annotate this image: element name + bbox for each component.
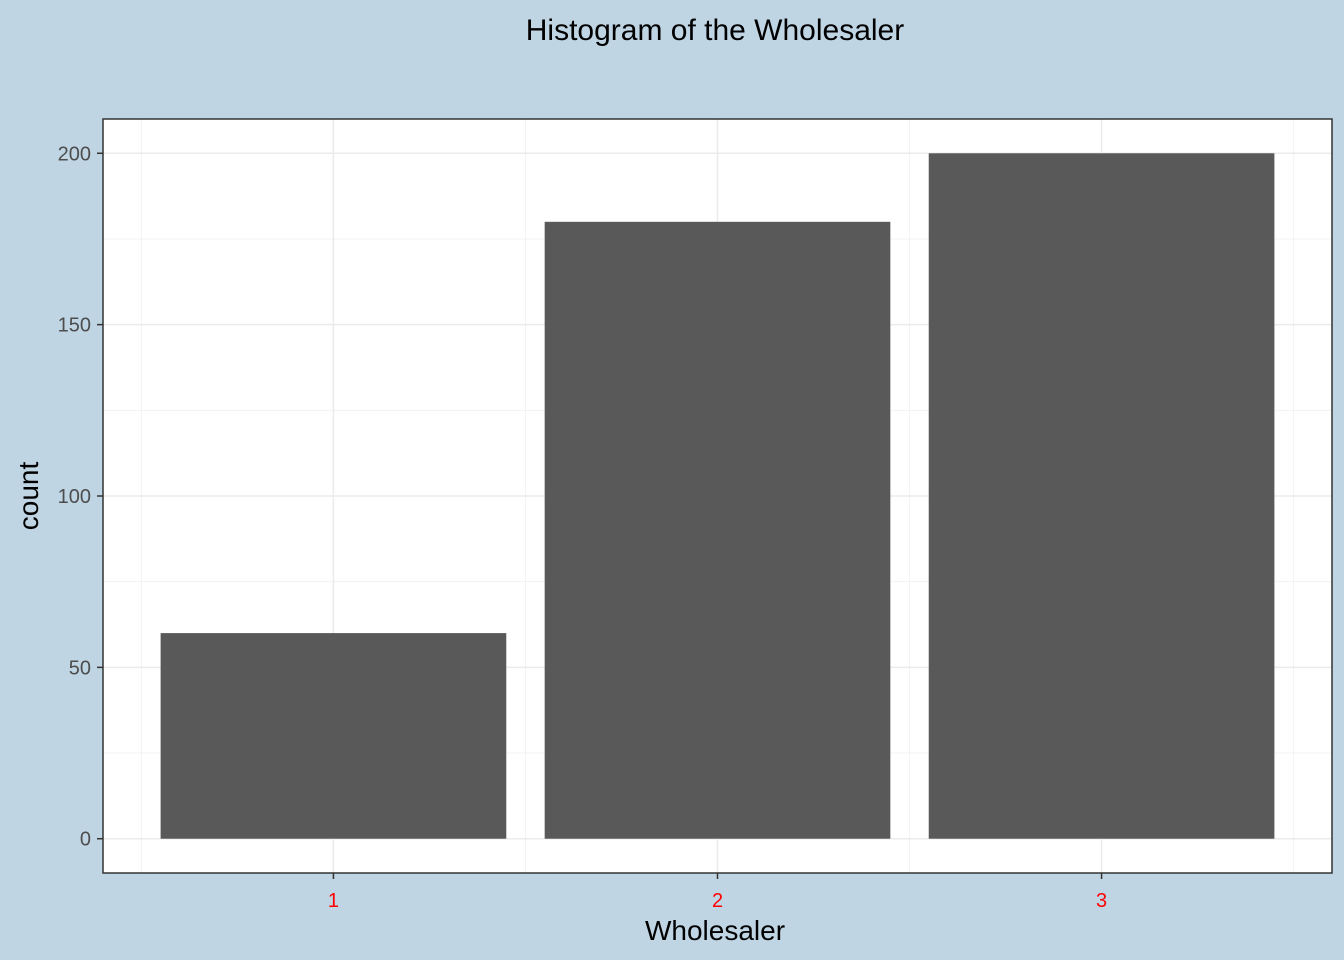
- chart-title: Histogram of the Wholesaler: [526, 14, 905, 47]
- bar-3: [928, 153, 1275, 839]
- bar-2: [544, 221, 891, 839]
- y-axis-title: count: [13, 462, 44, 531]
- y-tick-label: 0: [80, 829, 91, 851]
- y-tick-label: 200: [58, 143, 91, 165]
- y-tick-label: 100: [58, 486, 91, 508]
- x-tick-label: 2: [712, 890, 723, 912]
- x-tick-label: 3: [1096, 890, 1107, 912]
- x-axis-title: Wholesaler: [645, 915, 785, 946]
- x-axis-ticks: 1 2 3: [328, 873, 1107, 912]
- y-tick-label: 50: [69, 657, 91, 679]
- bar-1: [160, 633, 507, 839]
- y-tick-label: 150: [58, 315, 91, 337]
- x-tick-label: 1: [328, 890, 339, 912]
- y-axis-ticks: 0 50 100 150 200: [58, 143, 103, 851]
- bars: [160, 153, 1275, 839]
